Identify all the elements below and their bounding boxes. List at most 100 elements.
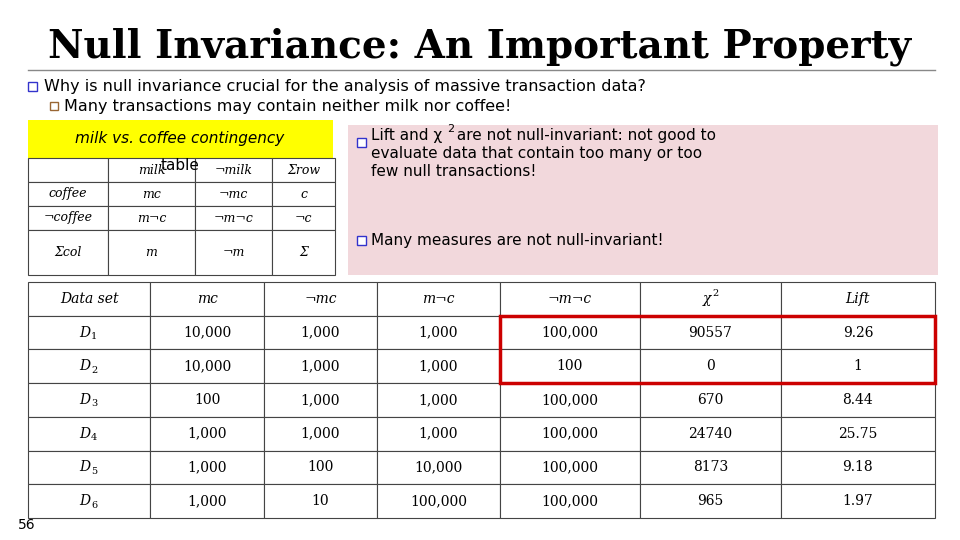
Bar — [50, 102, 58, 110]
Bar — [264, 484, 377, 518]
Text: c: c — [300, 187, 307, 200]
Text: 1,000: 1,000 — [419, 359, 458, 373]
Bar — [264, 417, 377, 450]
Bar — [28, 484, 151, 518]
Bar — [28, 206, 108, 230]
Text: few null transactions!: few null transactions! — [371, 164, 537, 179]
Text: 1,000: 1,000 — [300, 359, 340, 373]
Text: ¬m¬c: ¬m¬c — [213, 212, 253, 225]
Bar — [272, 158, 335, 182]
Bar — [151, 450, 264, 484]
Text: 10,000: 10,000 — [415, 461, 463, 475]
Text: ¬mc: ¬mc — [219, 187, 249, 200]
Bar — [195, 230, 272, 275]
Bar — [780, 450, 935, 484]
Text: 8.44: 8.44 — [843, 393, 874, 407]
Bar — [640, 417, 780, 450]
Text: 1,000: 1,000 — [187, 461, 227, 475]
Bar — [499, 316, 935, 383]
Text: 3: 3 — [91, 400, 97, 408]
Text: χ: χ — [703, 292, 710, 306]
Bar — [151, 484, 264, 518]
Bar — [195, 158, 272, 182]
Bar — [108, 206, 195, 230]
Text: 965: 965 — [697, 494, 724, 508]
Bar — [377, 450, 499, 484]
Bar — [151, 417, 264, 450]
Bar — [28, 120, 333, 158]
Text: m: m — [146, 246, 157, 259]
Text: 1.97: 1.97 — [843, 494, 874, 508]
Bar — [499, 484, 640, 518]
Bar — [640, 349, 780, 383]
Bar — [28, 383, 151, 417]
Bar — [499, 450, 640, 484]
Text: mc: mc — [197, 292, 218, 306]
Text: Why is null invariance crucial for the analysis of massive transaction data?: Why is null invariance crucial for the a… — [44, 79, 646, 94]
Text: are not null-invariant: not good to: are not null-invariant: not good to — [452, 128, 716, 143]
Bar — [377, 349, 499, 383]
Text: table: table — [160, 158, 200, 172]
Text: mc: mc — [142, 187, 161, 200]
Bar — [264, 383, 377, 417]
Bar — [28, 82, 37, 91]
Bar — [272, 206, 335, 230]
Text: ¬c: ¬c — [295, 212, 312, 225]
Bar — [264, 349, 377, 383]
Bar — [28, 158, 108, 182]
Text: Σ: Σ — [300, 246, 308, 259]
Bar — [264, 450, 377, 484]
Text: D: D — [80, 359, 91, 373]
Text: ¬coffee: ¬coffee — [43, 212, 92, 225]
Bar — [348, 125, 938, 275]
Text: 5: 5 — [91, 467, 97, 476]
Text: Σrow: Σrow — [287, 164, 320, 177]
Text: 1: 1 — [91, 332, 97, 341]
Bar — [28, 349, 151, 383]
Bar — [780, 349, 935, 383]
Bar — [640, 383, 780, 417]
Bar — [264, 282, 377, 316]
Bar — [377, 484, 499, 518]
Bar — [499, 316, 640, 349]
Bar — [640, 484, 780, 518]
Bar — [108, 158, 195, 182]
Text: 100: 100 — [557, 359, 583, 373]
Bar — [151, 383, 264, 417]
Bar — [780, 383, 935, 417]
Bar — [780, 417, 935, 450]
Text: 90557: 90557 — [688, 326, 732, 340]
Text: 1,000: 1,000 — [419, 326, 458, 340]
Text: ¬m¬c: ¬m¬c — [548, 292, 592, 306]
Text: 670: 670 — [697, 393, 724, 407]
Text: ¬milk: ¬milk — [214, 164, 252, 177]
Bar — [377, 417, 499, 450]
Text: 1,000: 1,000 — [300, 427, 340, 441]
Bar — [28, 282, 151, 316]
Text: 100,000: 100,000 — [410, 494, 467, 508]
Bar — [108, 230, 195, 275]
Bar — [264, 316, 377, 349]
Text: Σcol: Σcol — [55, 246, 82, 259]
Text: 1,000: 1,000 — [187, 494, 227, 508]
Bar — [28, 450, 151, 484]
Bar — [28, 182, 108, 206]
Text: evaluate data that contain too many or too: evaluate data that contain too many or t… — [371, 146, 702, 161]
Text: 1,000: 1,000 — [419, 427, 458, 441]
Bar — [377, 383, 499, 417]
Text: Lift: Lift — [846, 292, 870, 306]
Text: 0: 0 — [707, 359, 715, 373]
Text: Lift and χ: Lift and χ — [371, 128, 443, 143]
Text: 56: 56 — [18, 518, 36, 532]
Text: 25.75: 25.75 — [838, 427, 877, 441]
Text: 10: 10 — [312, 494, 329, 508]
Bar — [499, 383, 640, 417]
Bar — [28, 417, 151, 450]
Bar — [640, 450, 780, 484]
Bar — [780, 282, 935, 316]
Text: 2: 2 — [712, 289, 719, 299]
Text: 100,000: 100,000 — [541, 461, 598, 475]
Bar — [151, 349, 264, 383]
Bar — [499, 282, 640, 316]
Text: 1,000: 1,000 — [187, 427, 227, 441]
